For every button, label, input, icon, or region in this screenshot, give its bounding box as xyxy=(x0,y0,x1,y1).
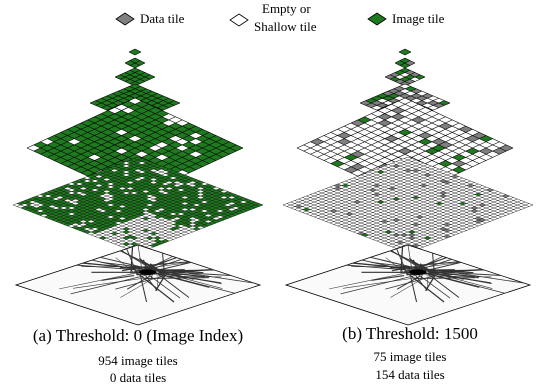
legend-label: Shallow tile xyxy=(254,19,317,34)
map-area xyxy=(16,245,260,325)
legend-label: Empty or xyxy=(262,1,311,16)
figure: Data tile Empty or Shallow tile Image ti… xyxy=(0,0,540,388)
tile-count: 154 data tiles xyxy=(375,367,444,382)
legend-swatch-empty xyxy=(230,14,248,26)
tile-pyramids xyxy=(13,49,533,325)
base-map xyxy=(286,245,530,325)
tile-count: 0 data tiles xyxy=(110,370,166,385)
legend: Data tile Empty or Shallow tile Image ti… xyxy=(116,1,445,34)
tile-layer xyxy=(13,157,263,253)
map-area xyxy=(286,245,530,325)
tile-layer xyxy=(125,58,145,68)
tile-layer xyxy=(129,49,141,55)
legend-swatch-data xyxy=(116,13,134,25)
tile-layer xyxy=(115,68,155,86)
tile-count: 75 image tiles xyxy=(374,349,447,364)
tile-layer xyxy=(395,58,415,68)
legend-swatch-image xyxy=(368,13,386,25)
tile-count: 954 image tiles xyxy=(98,353,177,368)
tile xyxy=(399,49,411,55)
tile-layer xyxy=(385,68,425,86)
caption: (b) Threshold: 1500 xyxy=(342,324,478,343)
tile-layer xyxy=(283,157,533,253)
base-map xyxy=(16,245,260,325)
tile xyxy=(129,49,141,55)
legend-label: Image tile xyxy=(392,11,445,26)
legend-label: Data tile xyxy=(140,11,185,26)
caption: (a) Threshold: 0 (Image Index) xyxy=(33,326,243,345)
tile-layer xyxy=(399,49,411,55)
